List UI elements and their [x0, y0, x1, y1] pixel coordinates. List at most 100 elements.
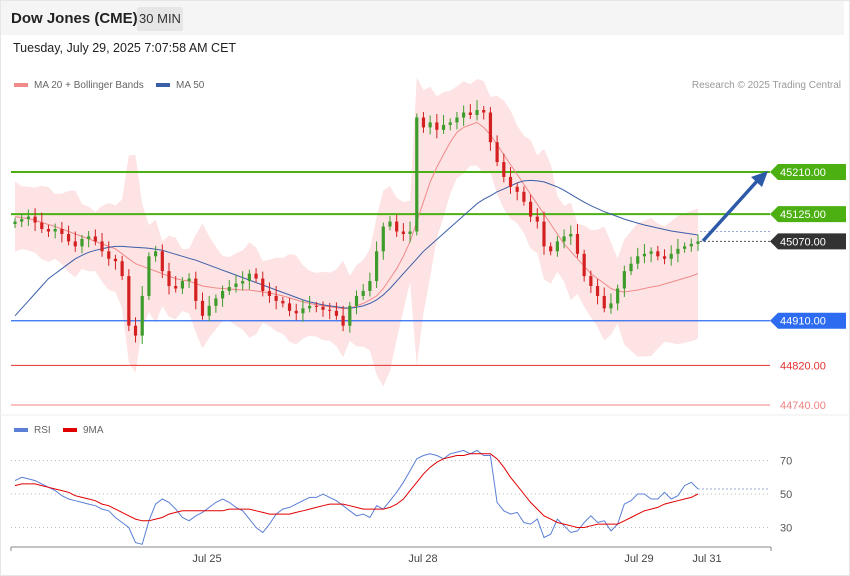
candle-body: [348, 305, 352, 326]
candle-body: [549, 246, 553, 252]
level-tag-bg: [770, 312, 846, 329]
candle-body: [194, 278, 198, 301]
candle-body: [154, 251, 158, 257]
legend-ma50: MA 50: [156, 80, 204, 91]
candle-body: [381, 226, 385, 252]
candle-body: [575, 233, 580, 254]
candle-body: [448, 122, 452, 125]
candle-body: [535, 216, 539, 222]
candle-body: [629, 263, 633, 272]
candle-body: [13, 221, 17, 225]
candle-body: [301, 308, 305, 314]
rsi-swatch: [14, 428, 28, 433]
candle-body: [147, 256, 151, 296]
level-tag-44910.00: 44910.00: [770, 312, 846, 329]
credit-text: Research © 2025 Trading Central: [691, 80, 841, 91]
candle-body: [468, 112, 472, 115]
legend-ma20: MA 20 + Bollinger Bands: [14, 80, 144, 91]
candle-body: [622, 271, 626, 289]
level-label: 44740.00: [780, 400, 826, 412]
candle-body: [441, 124, 446, 130]
forecast-arrowhead: [751, 171, 768, 187]
candle-body: [127, 276, 131, 326]
level-tag-45125.00: 45125.00: [770, 206, 846, 223]
candle-body: [602, 295, 606, 309]
level-label: 44910.00: [780, 316, 826, 328]
candle-body: [274, 295, 278, 301]
candle-body: [609, 303, 613, 309]
candle-body: [167, 271, 171, 287]
candle-body: [261, 278, 265, 291]
candle-body: [120, 261, 124, 277]
candle-body: [642, 253, 647, 257]
rsi-tick-label: 30: [780, 523, 792, 535]
candle-body: [160, 251, 164, 272]
candle-body: [361, 290, 365, 296]
candle-body: [401, 231, 405, 234]
candle-body: [421, 117, 426, 128]
candle-body: [33, 216, 37, 223]
candle-body: [388, 221, 392, 227]
candle-body: [354, 295, 359, 306]
candle-body: [26, 216, 30, 220]
legend-rsi-label: RSI: [34, 425, 51, 436]
level-tag-44820.00: 44820.00: [780, 360, 826, 372]
candle-body: [542, 221, 546, 247]
candle-body: [267, 290, 272, 296]
chart-datetime: Tuesday, July 29, 2025 7:07:58 AM CET: [13, 41, 237, 55]
bollinger-band: [15, 77, 698, 387]
candle-body: [528, 201, 533, 217]
candle-body: [374, 251, 379, 282]
candle-body: [368, 281, 372, 291]
candle-body: [20, 219, 24, 222]
legend-9ma: 9MA: [63, 425, 104, 436]
candle-body: [93, 236, 97, 242]
candle-body: [569, 233, 573, 237]
candle-body: [73, 241, 77, 247]
candle-body: [227, 287, 231, 291]
level-label: 45210.00: [780, 167, 826, 179]
candle-body: [187, 278, 191, 282]
candle-body: [582, 253, 586, 277]
level-tag-bg: [770, 233, 846, 250]
candle-body: [174, 286, 178, 289]
candle-body: [408, 231, 412, 234]
candle-body: [287, 303, 292, 311]
ma50-swatch: [156, 83, 170, 88]
candle-body: [308, 305, 312, 309]
candle-body: [676, 248, 680, 254]
candle-body: [200, 300, 205, 316]
x-tick-label: Jul 28: [408, 553, 437, 565]
level-label: 44820.00: [780, 360, 826, 372]
candle-body: [495, 142, 499, 163]
candle-body: [214, 298, 218, 306]
ma20-swatch: [14, 83, 28, 88]
candle-body: [656, 251, 660, 257]
forecast-arrow-shaft: [701, 178, 760, 243]
level-tag-45070.00: 45070.00: [770, 233, 846, 250]
candle-body: [241, 281, 245, 284]
x-tick-label: Jul 29: [624, 553, 653, 565]
candle-body: [46, 229, 51, 232]
level-tag-44740.00: 44740.00: [780, 400, 826, 412]
instrument-title: Dow Jones (CME): [11, 10, 138, 27]
candle-body: [462, 112, 466, 118]
rsi-tick-label: 50: [780, 489, 792, 501]
rsi-tick-label: 70: [780, 456, 792, 468]
rsi-line: [14, 449, 699, 545]
candle-body: [482, 110, 486, 113]
candle-body: [562, 236, 566, 242]
candle-body: [475, 110, 479, 115]
candle-body: [100, 241, 104, 252]
level-tag-bg: [770, 164, 846, 180]
candle-body: [133, 325, 138, 336]
candle-body: [395, 221, 399, 232]
candle-body: [683, 246, 687, 249]
candle-body: [649, 251, 653, 254]
timeframe-button[interactable]: 30 MIN: [137, 7, 183, 31]
candle-body: [616, 288, 620, 304]
candle-body: [508, 176, 513, 187]
candle-body: [341, 315, 345, 326]
candle-body: [80, 238, 84, 247]
